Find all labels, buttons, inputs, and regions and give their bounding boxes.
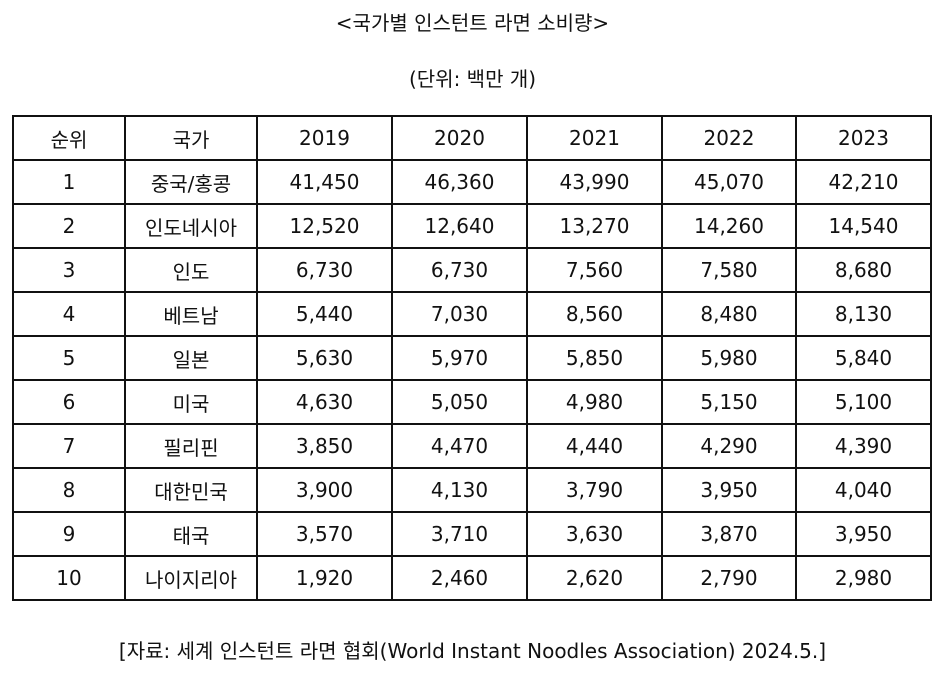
value-cell-2023: 4,040 <box>795 467 932 513</box>
value-cell-2020: 3,710 <box>391 511 528 557</box>
value-cell-2023: 14,540 <box>795 203 932 249</box>
country-cell: 필리핀 <box>124 423 258 469</box>
value-cell-2023: 8,130 <box>795 291 932 337</box>
value-cell-2021: 3,630 <box>526 511 663 557</box>
header-year-2021: 2021 <box>526 115 663 161</box>
value-cell-2022: 45,070 <box>661 159 797 205</box>
rank-cell: 6 <box>12 379 126 425</box>
rank-cell: 4 <box>12 291 126 337</box>
value-cell-2022: 5,150 <box>661 379 797 425</box>
header-country: 국가 <box>124 115 258 161</box>
header-year-2022: 2022 <box>661 115 797 161</box>
table-row: 6 미국 4,630 5,050 4,980 5,150 5,100 <box>12 379 932 425</box>
value-cell-2019: 41,450 <box>256 159 393 205</box>
table-row: 9 태국 3,570 3,710 3,630 3,870 3,950 <box>12 511 932 557</box>
country-cell: 베트남 <box>124 291 258 337</box>
rank-cell: 3 <box>12 247 126 293</box>
value-cell-2019: 1,920 <box>256 555 393 601</box>
value-cell-2021: 8,560 <box>526 291 663 337</box>
rank-cell: 7 <box>12 423 126 469</box>
value-cell-2020: 5,970 <box>391 335 528 381</box>
country-cell: 태국 <box>124 511 258 557</box>
value-cell-2022: 7,580 <box>661 247 797 293</box>
unit-note: (단위: 백만 개) <box>408 67 537 91</box>
table-body: 1 중국/홍콩 41,450 46,360 43,990 45,070 42,210 2 인도네… <box>12 159 932 601</box>
consumption-table: 순위 국가 2019 2020 2021 2022 2023 1 중국/홍콩 41,… <box>12 115 932 601</box>
value-cell-2019: 4,630 <box>256 379 393 425</box>
header-year-2019: 2019 <box>256 115 393 161</box>
country-cell: 인도네시아 <box>124 203 258 249</box>
value-cell-2023: 42,210 <box>795 159 932 205</box>
value-cell-2022: 2,790 <box>661 555 797 601</box>
value-cell-2020: 7,030 <box>391 291 528 337</box>
header-year-2020: 2020 <box>391 115 528 161</box>
country-cell: 대한민국 <box>124 467 258 513</box>
value-cell-2019: 5,630 <box>256 335 393 381</box>
country-cell: 나이지리아 <box>124 555 258 601</box>
rank-cell: 2 <box>12 203 126 249</box>
value-cell-2020: 4,470 <box>391 423 528 469</box>
value-cell-2022: 5,980 <box>661 335 797 381</box>
table-row: 1 중국/홍콩 41,450 46,360 43,990 45,070 42,210 <box>12 159 932 205</box>
rank-cell: 8 <box>12 467 126 513</box>
value-cell-2019: 6,730 <box>256 247 393 293</box>
value-cell-2020: 4,130 <box>391 467 528 513</box>
value-cell-2023: 3,950 <box>795 511 932 557</box>
value-cell-2022: 4,290 <box>661 423 797 469</box>
value-cell-2022: 3,950 <box>661 467 797 513</box>
value-cell-2022: 8,480 <box>661 291 797 337</box>
table-row: 2 인도네시아 12,520 12,640 13,270 14,260 14,540 <box>12 203 932 249</box>
value-cell-2020: 2,460 <box>391 555 528 601</box>
table-row: 3 인도 6,730 6,730 7,560 7,580 8,680 <box>12 247 932 293</box>
value-cell-2019: 3,900 <box>256 467 393 513</box>
table-title: <국가별 인스턴트 라면 소비량> <box>335 11 610 35</box>
value-cell-2021: 4,440 <box>526 423 663 469</box>
value-cell-2023: 5,840 <box>795 335 932 381</box>
rank-cell: 1 <box>12 159 126 205</box>
value-cell-2019: 5,440 <box>256 291 393 337</box>
country-cell: 미국 <box>124 379 258 425</box>
value-cell-2019: 12,520 <box>256 203 393 249</box>
value-cell-2021: 3,790 <box>526 467 663 513</box>
value-cell-2021: 4,980 <box>526 379 663 425</box>
value-cell-2020: 5,050 <box>391 379 528 425</box>
table-row: 10 나이지리아 1,920 2,460 2,620 2,790 2,980 <box>12 555 932 601</box>
country-cell: 인도 <box>124 247 258 293</box>
rank-cell: 10 <box>12 555 126 601</box>
table-row: 8 대한민국 3,900 4,130 3,790 3,950 4,040 <box>12 467 932 513</box>
table-row: 5 일본 5,630 5,970 5,850 5,980 5,840 <box>12 335 932 381</box>
value-cell-2022: 14,260 <box>661 203 797 249</box>
value-cell-2021: 5,850 <box>526 335 663 381</box>
value-cell-2022: 3,870 <box>661 511 797 557</box>
table-row: 7 필리핀 3,850 4,470 4,440 4,290 4,390 <box>12 423 932 469</box>
value-cell-2019: 3,850 <box>256 423 393 469</box>
value-cell-2021: 13,270 <box>526 203 663 249</box>
value-cell-2021: 43,990 <box>526 159 663 205</box>
value-cell-2020: 46,360 <box>391 159 528 205</box>
header-rank: 순위 <box>12 115 126 161</box>
rank-cell: 9 <box>12 511 126 557</box>
source-note: [자료: 세계 인스턴트 라면 협회(World Instant Noodles… <box>118 639 827 663</box>
value-cell-2020: 12,640 <box>391 203 528 249</box>
value-cell-2021: 7,560 <box>526 247 663 293</box>
country-cell: 중국/홍콩 <box>124 159 258 205</box>
value-cell-2023: 2,980 <box>795 555 932 601</box>
value-cell-2020: 6,730 <box>391 247 528 293</box>
rank-cell: 5 <box>12 335 126 381</box>
country-cell: 일본 <box>124 335 258 381</box>
table-row: 4 베트남 5,440 7,030 8,560 8,480 8,130 <box>12 291 932 337</box>
value-cell-2023: 5,100 <box>795 379 932 425</box>
value-cell-2023: 4,390 <box>795 423 932 469</box>
value-cell-2021: 2,620 <box>526 555 663 601</box>
header-row: 순위 국가 2019 2020 2021 2022 2023 <box>12 115 932 161</box>
value-cell-2019: 3,570 <box>256 511 393 557</box>
header-year-2023: 2023 <box>795 115 932 161</box>
value-cell-2023: 8,680 <box>795 247 932 293</box>
